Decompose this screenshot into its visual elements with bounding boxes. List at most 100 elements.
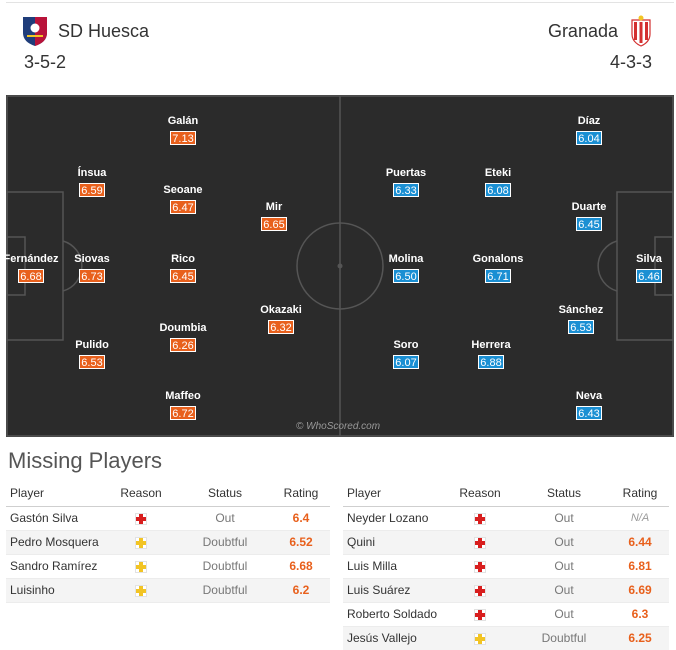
watermark: © WhoScored.com [296, 421, 381, 432]
table-row: Sandro Ramírez Doubtful 6.68 [6, 554, 330, 579]
player-name[interactable]: Luis Milla [343, 554, 443, 579]
column-header-player[interactable]: Player [6, 480, 104, 507]
status-text: Out [517, 578, 611, 603]
home-player[interactable]: Siovas 6.73 [74, 253, 110, 283]
home-player[interactable]: Seoane 6.47 [163, 184, 203, 214]
player-rating: 7.13 [170, 131, 196, 145]
away-formation: 4-3-3 [609, 52, 652, 72]
table-row: Roberto Soldado Out 6.3 [343, 602, 669, 627]
player-rating: 6.08 [485, 183, 511, 197]
injury-red-cross-icon[interactable] [474, 560, 486, 573]
away-player[interactable]: Neva 6.43 [575, 390, 603, 420]
player-rating: 6.47 [170, 200, 196, 214]
away-player[interactable]: Gonalons 6.71 [472, 253, 524, 283]
player-name[interactable]: Roberto Soldado [343, 602, 443, 627]
player-name[interactable]: Quini [343, 530, 443, 555]
player-rating: 6.53 [79, 355, 105, 369]
player-rating: 6.33 [393, 183, 419, 197]
away-player[interactable]: Díaz 6.04 [576, 115, 602, 145]
player-rating: 6.43 [576, 406, 602, 420]
player-rating: 6.3 [611, 602, 669, 627]
player-name[interactable]: Jesús Vallejo [343, 626, 443, 650]
injury-red-cross-icon[interactable] [135, 512, 147, 525]
player-rating: 6.65 [261, 217, 287, 231]
away-player[interactable]: Puertas 6.33 [385, 167, 427, 197]
player-rating: 6.81 [611, 554, 669, 579]
player-rating: 6.52 [272, 530, 330, 555]
home-missing-table: Player Reason Status Rating Gastón Silva… [6, 480, 330, 603]
player-rating: 6.25 [611, 626, 669, 650]
home-player[interactable]: Ínsua 6.59 [77, 167, 107, 197]
away-player[interactable]: Eteki 6.08 [484, 167, 512, 197]
away-player[interactable]: Soro 6.07 [393, 339, 419, 369]
player-rating: 6.69 [611, 578, 669, 603]
away-player[interactable]: Silva 6.46 [636, 253, 662, 283]
player-name[interactable]: Luis Suárez [343, 578, 443, 603]
away-player[interactable]: Herrera 6.88 [471, 339, 511, 369]
table-row: Luis Milla Out 6.81 [343, 554, 669, 579]
home-player[interactable]: Doumbia 6.26 [159, 322, 207, 352]
home-player[interactable]: Maffeo 6.72 [165, 390, 201, 420]
home-team-header: SD Huesca 3-5-2 [20, 14, 149, 84]
player-rating: 6.2 [272, 578, 330, 603]
column-header-rating[interactable]: Rating [272, 480, 330, 507]
player-name[interactable]: Pedro Mosquera [6, 530, 104, 555]
player-rating: 6.53 [568, 320, 594, 334]
top-divider [6, 2, 674, 3]
home-player[interactable]: Mir 6.65 [234, 201, 314, 233]
table-row: Jesús Vallejo Doubtful 6.25 [343, 626, 669, 650]
pitch-lines [6, 95, 674, 437]
table-header-row: Player Reason Status Rating [343, 480, 669, 507]
sd-huesca-crest-icon[interactable] [20, 15, 50, 47]
table-row: Gastón Silva Out 6.4 [6, 506, 330, 531]
player-name[interactable]: Sandro Ramírez [6, 554, 104, 579]
status-text: Out [517, 554, 611, 579]
player-rating: 6.44 [611, 530, 669, 555]
doubtful-yellow-cross-icon[interactable] [135, 560, 147, 573]
column-header-player[interactable]: Player [343, 480, 443, 507]
home-player[interactable]: Rico 6.45 [170, 253, 196, 283]
status-text: Out [178, 506, 272, 531]
column-header-rating[interactable]: Rating [611, 480, 669, 507]
away-player[interactable]: Duarte 6.45 [571, 201, 607, 231]
player-rating: 6.71 [485, 269, 511, 283]
doubtful-yellow-cross-icon[interactable] [474, 632, 486, 645]
table-row: Quini Out 6.44 [343, 530, 669, 555]
status-text: Doubtful [178, 578, 272, 603]
away-team-header: Granada 4-3-3 [548, 14, 656, 84]
doubtful-yellow-cross-icon[interactable] [135, 584, 147, 597]
doubtful-yellow-cross-icon[interactable] [135, 536, 147, 549]
status-text: Out [517, 530, 611, 555]
player-rating: 6.73 [79, 269, 105, 283]
player-name[interactable]: Gastón Silva [6, 506, 104, 531]
home-player[interactable]: Okazaki 6.32 [260, 304, 302, 334]
injury-red-cross-icon[interactable] [474, 608, 486, 621]
player-rating: 6.4 [272, 506, 330, 531]
column-header-status[interactable]: Status [178, 480, 272, 507]
column-header-reason[interactable]: Reason [104, 480, 178, 507]
table-row: Luisinho Doubtful 6.2 [6, 578, 330, 603]
away-player[interactable]: Molina 6.50 [388, 253, 424, 283]
injury-red-cross-icon[interactable] [474, 536, 486, 549]
home-player[interactable]: Pulido 6.53 [75, 339, 109, 369]
column-header-reason[interactable]: Reason [443, 480, 517, 507]
home-team-name[interactable]: SD Huesca [58, 20, 150, 41]
column-header-status[interactable]: Status [517, 480, 611, 507]
injury-red-cross-icon[interactable] [474, 584, 486, 597]
player-rating: 6.45 [576, 217, 602, 231]
player-name[interactable]: Luisinho [6, 578, 104, 603]
home-player[interactable]: Galán 7.13 [167, 115, 199, 145]
away-player[interactable]: Sánchez 6.53 [558, 304, 604, 334]
granada-crest-icon[interactable] [626, 15, 656, 47]
home-player[interactable]: Fernández 6.68 [6, 253, 59, 283]
player-rating: 6.72 [170, 406, 196, 420]
injury-red-cross-icon[interactable] [474, 512, 486, 525]
status-text: Doubtful [517, 626, 611, 650]
away-team-name[interactable]: Granada [547, 20, 618, 41]
player-rating: 6.46 [636, 269, 662, 283]
status-text: Doubtful [178, 554, 272, 579]
player-rating: 6.68 [18, 269, 44, 283]
player-name[interactable]: Neyder Lozano [343, 506, 443, 531]
player-rating: 6.59 [79, 183, 105, 197]
